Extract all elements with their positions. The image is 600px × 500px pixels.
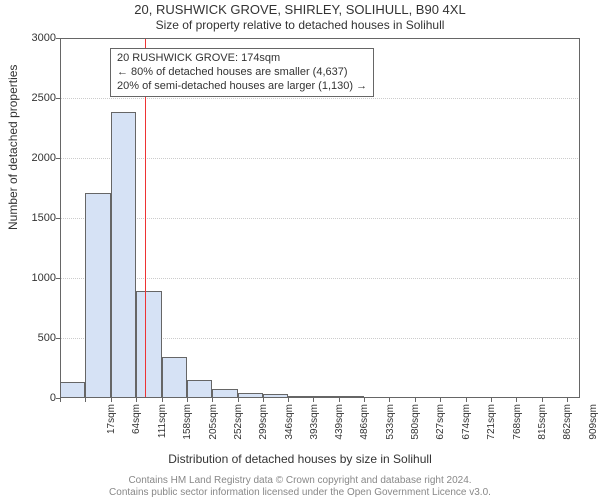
xtick-label: 533sqm [385,404,396,454]
xtick-mark [567,398,568,402]
xtick-mark [466,398,467,402]
chart-container: 20, RUSHWICK GROVE, SHIRLEY, SOLIHULL, B… [0,0,600,500]
xtick-label: 580sqm [410,404,421,454]
ytick-mark [56,158,60,159]
xtick-mark [263,398,264,402]
ytick-mark [56,338,60,339]
xtick-label: 346sqm [284,404,295,454]
xtick-mark [415,398,416,402]
xtick-label: 815sqm [537,404,548,454]
xtick-mark [339,398,340,402]
ytick-label: 1000 [16,272,56,284]
chart-title: 20, RUSHWICK GROVE, SHIRLEY, SOLIHULL, B… [0,2,600,17]
ytick-label: 1500 [16,212,56,224]
xtick-label: 17sqm [106,404,117,454]
xtick-mark [162,398,163,402]
xtick-label: 158sqm [182,404,193,454]
plot-area: 20 RUSHWICK GROVE: 174sqm ← 80% of detac… [60,38,580,398]
xtick-label: 486sqm [359,404,370,454]
xtick-mark [60,398,61,402]
xtick-label: 439sqm [334,404,345,454]
footer-line1: Contains HM Land Registry data © Crown c… [0,475,600,486]
footer-line2: Contains public sector information licen… [0,487,600,498]
xtick-label: 862sqm [562,404,573,454]
xtick-label: 721sqm [486,404,497,454]
xtick-label: 674sqm [461,404,472,454]
xtick-mark [364,398,365,402]
chart-subtitle: Size of property relative to detached ho… [0,18,600,32]
xtick-label: 909sqm [588,404,599,454]
xtick-label: 299sqm [258,404,269,454]
xtick-label: 768sqm [512,404,523,454]
xtick-mark [491,398,492,402]
xtick-mark [187,398,188,402]
xtick-mark [516,398,517,402]
xtick-label: 111sqm [157,404,168,454]
ytick-label: 0 [16,392,56,404]
annotation-line3: 20% of semi-detached houses are larger (… [117,80,367,94]
xtick-mark [288,398,289,402]
ytick-mark [56,278,60,279]
xtick-mark [389,398,390,402]
xtick-label: 627sqm [435,404,446,454]
annotation-line1: 20 RUSHWICK GROVE: 174sqm [117,52,367,66]
ytick-label: 2500 [16,92,56,104]
xtick-label: 64sqm [131,404,142,454]
xtick-label: 393sqm [309,404,320,454]
x-axis-label: Distribution of detached houses by size … [0,452,600,466]
xtick-mark [440,398,441,402]
annotation-box: 20 RUSHWICK GROVE: 174sqm ← 80% of detac… [110,48,374,97]
ytick-mark [56,98,60,99]
ytick-label: 500 [16,332,56,344]
xtick-label: 205sqm [208,404,219,454]
xtick-mark [85,398,86,402]
y-axis-label: Number of detached properties [6,65,20,230]
xtick-mark [212,398,213,402]
ytick-mark [56,218,60,219]
xtick-mark [111,398,112,402]
xtick-mark [238,398,239,402]
xtick-mark [313,398,314,402]
xtick-mark [542,398,543,402]
xtick-mark [136,398,137,402]
annotation-line2: ← 80% of detached houses are smaller (4,… [117,66,367,80]
ytick-label: 3000 [16,32,56,44]
ytick-mark [56,38,60,39]
xtick-label: 252sqm [233,404,244,454]
ytick-label: 2000 [16,152,56,164]
